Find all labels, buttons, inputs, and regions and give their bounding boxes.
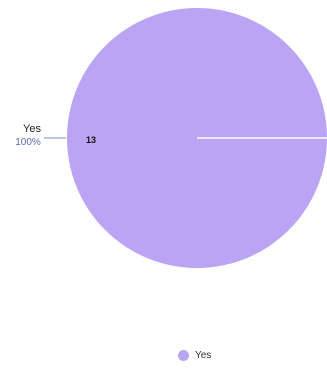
outer-label-yes: Yes xyxy=(23,123,41,135)
outer-percent-yes: 100% xyxy=(15,137,41,148)
legend-label-yes[interactable]: Yes xyxy=(195,350,212,361)
legend-swatch-yes[interactable] xyxy=(178,350,189,361)
legend: Yes xyxy=(178,350,211,361)
value-label-yes: 13 xyxy=(86,135,96,145)
